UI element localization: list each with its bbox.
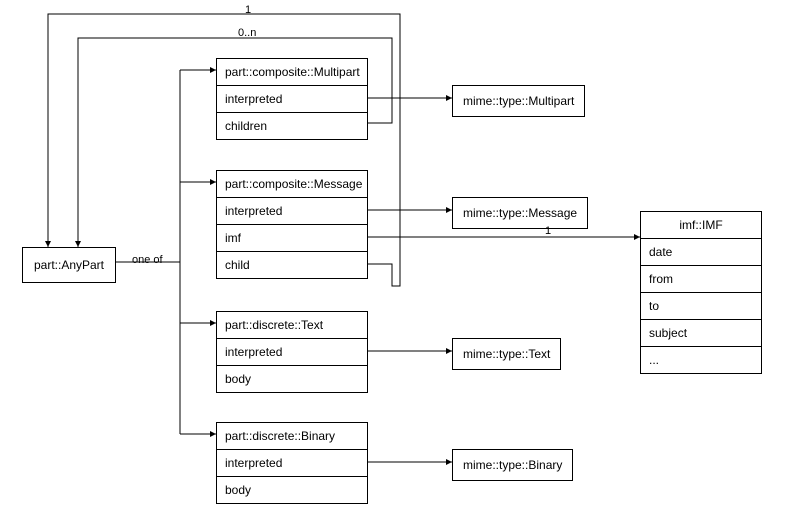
connectors (0, 0, 793, 518)
